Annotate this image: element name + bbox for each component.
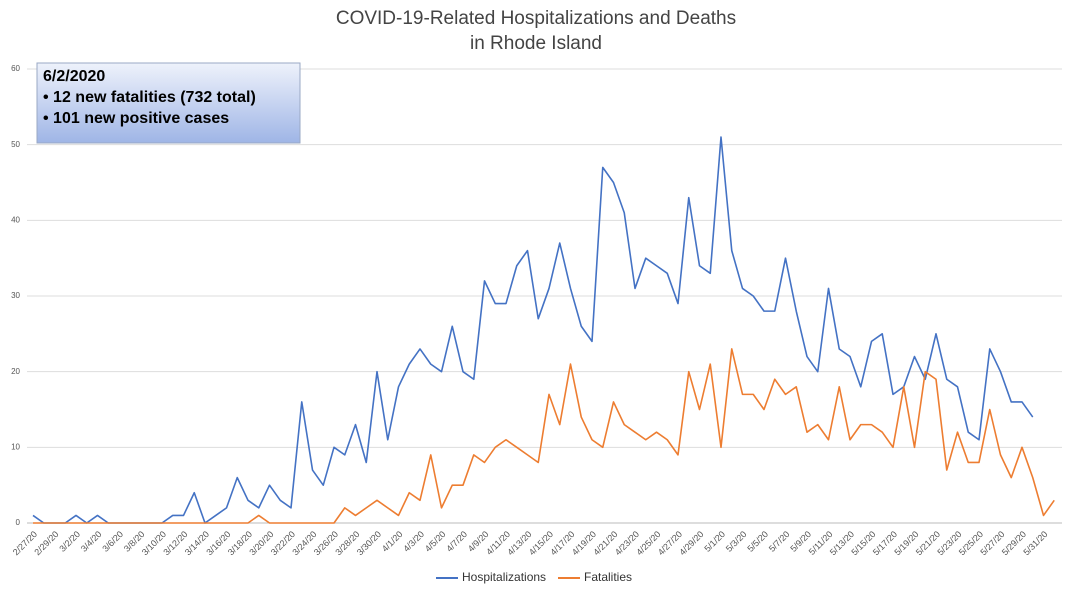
legend-label: Fatalities (584, 570, 632, 584)
x-tick-label: 4/29/20 (677, 529, 705, 557)
y-tick-label: 40 (11, 215, 20, 224)
series-line (33, 348, 1055, 524)
x-tick-label: 5/1/20 (702, 529, 727, 554)
legend-label: Hospitalizations (462, 570, 546, 584)
x-tick-label: 3/4/20 (79, 529, 104, 554)
y-tick-label: 60 (11, 64, 20, 73)
x-tick-label: 5/31/20 (1021, 529, 1049, 557)
x-tick-label: 2/29/20 (32, 529, 60, 557)
y-tick-label: 0 (16, 518, 21, 527)
y-tick-label: 20 (11, 367, 20, 376)
annotation-text: • 12 new fatalities (732 total) (43, 89, 256, 106)
x-tick-label: 4/1/20 (380, 529, 405, 554)
x-tick-label: 5/7/20 (767, 529, 792, 554)
x-tick-label: 3/6/20 (100, 529, 125, 554)
x-tick-label: 4/7/20 (444, 529, 469, 554)
chart-title: in Rhode Island (470, 33, 602, 54)
chart-title: COVID-19-Related Hospitalizations and De… (336, 8, 736, 29)
y-tick-label: 10 (11, 442, 20, 451)
x-tick-label: 5/3/20 (724, 529, 749, 554)
annotation-text: • 101 new positive cases (43, 110, 229, 127)
annotation-box (36, 62, 301, 144)
y-tick-label: 30 (11, 291, 20, 300)
x-tick-label: 4/5/20 (423, 529, 448, 554)
x-tick-label: 3/2/20 (57, 529, 82, 554)
y-tick-label: 50 (11, 140, 20, 149)
x-tick-label: 5/5/20 (745, 529, 770, 554)
series-line (32, 136, 1034, 524)
annotation-text: 6/2/2020 (43, 68, 105, 85)
x-tick-label: 4/3/20 (401, 529, 426, 554)
x-tick-label: 3/30/20 (355, 529, 383, 557)
